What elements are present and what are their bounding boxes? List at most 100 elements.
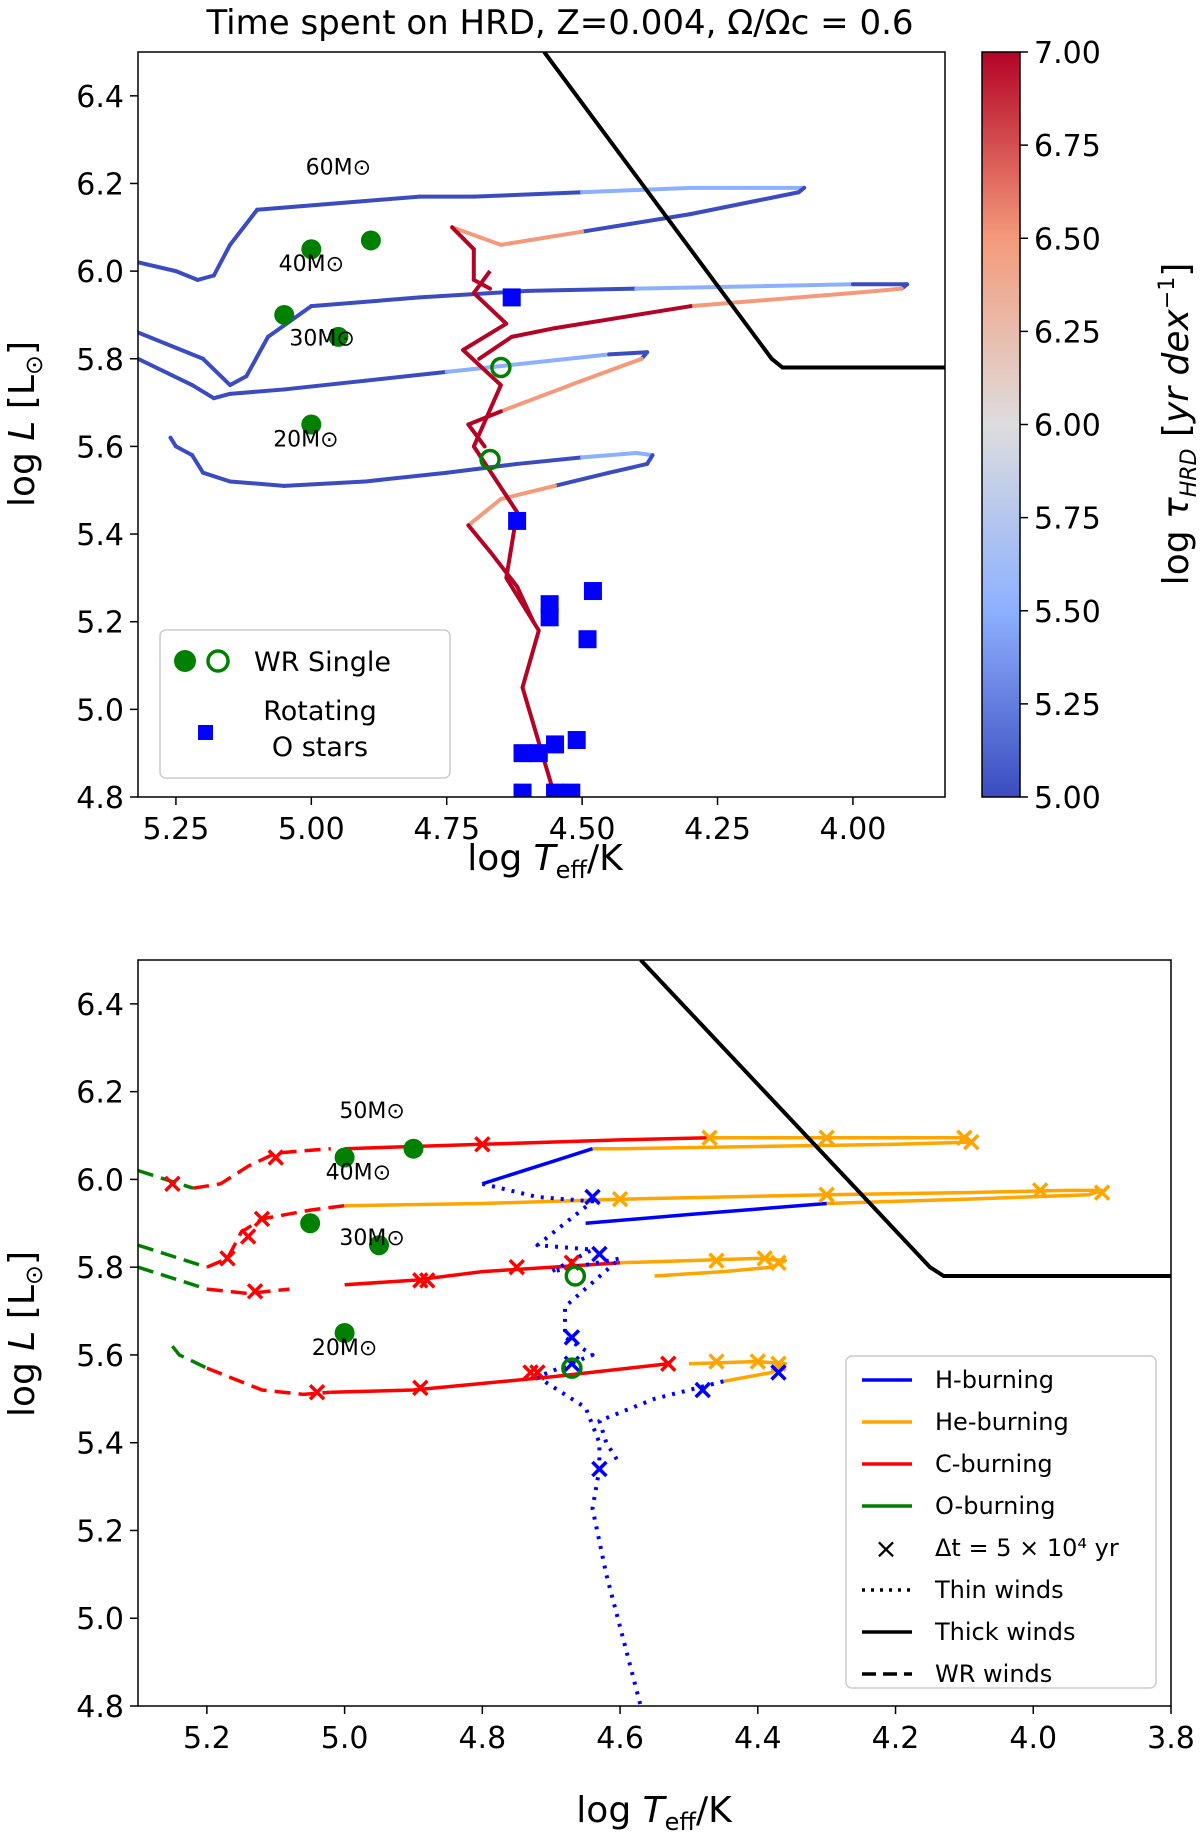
top-panel: Time spent on HRD, Z=0.004, Ω/Ωc = 0.6 5… [2, 3, 1200, 884]
track-segment [477, 334, 514, 361]
legend-wr-winds: WR winds [935, 1660, 1052, 1688]
x-tick-label: 3.8 [1147, 1721, 1195, 1756]
top-plot-area [138, 52, 945, 797]
track-segment [228, 374, 249, 388]
track-segment [634, 284, 747, 291]
legend-rotating-o-stars: Rotating O stars [263, 696, 377, 763]
track-segment [553, 304, 693, 331]
track-segment [634, 450, 655, 458]
time-marker [219, 1250, 236, 1267]
track-segment [688, 291, 855, 309]
colorbar-tick-label: 5.75 [1034, 502, 1101, 537]
track-segment [509, 326, 558, 339]
track-segment [607, 350, 650, 357]
bottom-panel: 5.2 5.0 4.8 4.6 4.4 4.2 4.0 3.8 4.8 5.0 5.2 5.4 5.6… [2, 959, 1195, 1836]
x-tick-label: 4.6 [596, 1721, 644, 1756]
time-marker [164, 1175, 181, 1193]
y-tick-label: 4.8 [76, 781, 124, 816]
track-segment [580, 356, 644, 383]
track-segment [282, 479, 368, 488]
x-tick-label: 4.50 [549, 812, 616, 847]
track-segment [498, 483, 558, 501]
phase-segment [481, 1147, 594, 1186]
bottom-y-ticks: 4.8 5.0 5.2 5.4 5.6 5.8 6.0 6.2 6.4 [76, 988, 138, 1725]
track-segment [309, 295, 422, 309]
legend-h-burning: H-burning [935, 1366, 1054, 1394]
x-tick-label: 5.25 [143, 812, 210, 847]
bottom-plot-area [138, 960, 1171, 1706]
time-marker [253, 1210, 271, 1228]
track-segment [525, 286, 639, 293]
track-segment [195, 273, 216, 282]
x-tick-label: 5.2 [183, 1721, 231, 1756]
top-legend: WR Single Rotating O stars [159, 629, 451, 779]
time-marker [818, 1186, 835, 1204]
colorbar-tick-label: 6.00 [1034, 409, 1101, 444]
mass-label: 60M⊙ [306, 156, 371, 181]
time-marker [508, 1258, 526, 1276]
y-tick-label: 5.4 [76, 518, 124, 553]
track-segment [363, 470, 449, 484]
time-marker [563, 1329, 581, 1346]
o-star-point [546, 735, 565, 754]
y-tick-label: 6.0 [76, 255, 124, 290]
colorbar-tick-label: 6.75 [1034, 129, 1101, 164]
bottom-axes-frame [137, 959, 1172, 1707]
time-marker [308, 1384, 326, 1401]
bottom-mass-labels: 50M⊙ 40M⊙ 30M⊙ 20M⊙ [312, 1099, 405, 1361]
time-marker [246, 1283, 264, 1300]
o-star-point [502, 288, 521, 307]
time-marker [708, 1353, 725, 1370]
track-segment [255, 199, 368, 212]
bottom-x-axis-label: log Teff/K [576, 1790, 733, 1836]
o-star-point [540, 608, 559, 627]
time-marker [611, 1190, 629, 1208]
x-tick-label: 4.0 [1009, 1721, 1057, 1756]
wr-single-point [328, 326, 349, 347]
track-segment [498, 229, 585, 247]
phase-segment [138, 1168, 194, 1190]
legend-thick-winds: Thick winds [934, 1618, 1076, 1646]
track-segment [466, 497, 503, 528]
top-x-ticks: 5.25 5.00 4.75 4.50 4.25 4.00 [143, 797, 886, 847]
time-marker [708, 1252, 725, 1269]
track-segment [444, 361, 530, 374]
phase-segment [344, 1188, 1104, 1208]
time-marker [749, 1353, 767, 1370]
colorbar-tick-label: 6.50 [1034, 222, 1101, 257]
wr-single-point [301, 239, 322, 260]
phase-segment [330, 1361, 669, 1394]
time-marker [818, 1129, 835, 1146]
time-marker [770, 1364, 787, 1381]
wr-single-point [360, 230, 381, 251]
wr-single-open-point [564, 1265, 587, 1287]
colorbar-label: log τHRD [yr dex−1] [1155, 263, 1200, 586]
legend-thin-winds: Thin winds [934, 1576, 1064, 1604]
o-star-point [508, 511, 527, 530]
track-segment [211, 242, 233, 278]
y-tick-label: 6.4 [76, 80, 124, 115]
phase-segment [206, 1203, 345, 1269]
legend-wr-filled-marker [174, 650, 196, 672]
top-x-axis-label: log Teff/K [467, 838, 624, 884]
o-star-point [513, 783, 532, 797]
x-tick-label: 5.00 [278, 812, 345, 847]
y-tick-label: 6.2 [76, 167, 124, 202]
wr-single-point [274, 304, 295, 325]
mass-label: 50M⊙ [339, 1099, 404, 1124]
track-segment [850, 286, 904, 296]
top-chart-title: Time spent on HRD, Z=0.004, Ω/Ωc = 0.6 [205, 3, 913, 43]
track-segment [200, 470, 233, 484]
bottom-x-ticks: 5.2 5.0 4.8 4.6 4.4 4.2 4.0 3.8 [183, 1706, 1195, 1756]
o-star-point [562, 783, 581, 797]
phase-segment [688, 1359, 788, 1384]
y-tick-label: 6.0 [76, 1163, 124, 1198]
time-marker [239, 1228, 257, 1245]
colorbar-tick-label: 7.00 [1034, 36, 1101, 71]
track-segment [228, 207, 260, 247]
phase-segment [138, 1243, 208, 1269]
track-segment [138, 260, 178, 274]
o-star-point [567, 731, 586, 750]
y-tick-label: 5.4 [76, 1427, 124, 1462]
